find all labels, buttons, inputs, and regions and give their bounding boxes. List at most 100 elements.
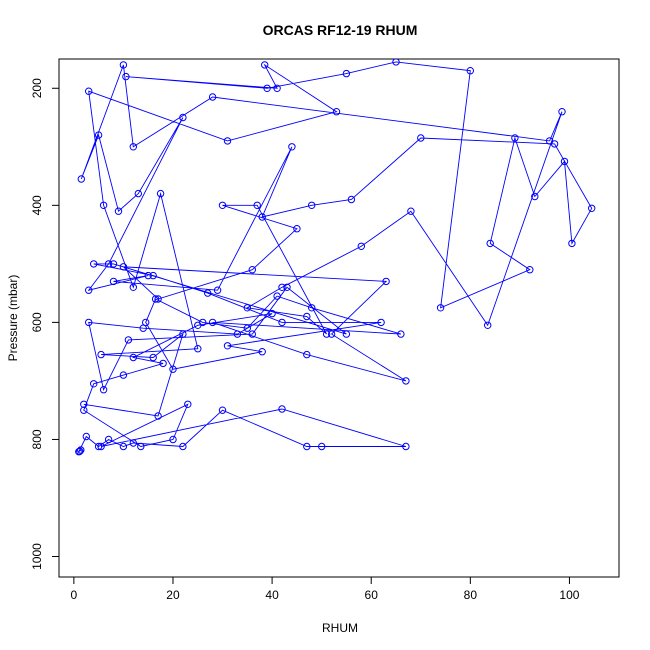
y-tick-label: 1000 [30, 543, 44, 570]
data-point [85, 87, 93, 95]
data-point [179, 330, 187, 338]
data-point [169, 435, 177, 444]
data-point [402, 442, 410, 451]
series-line [78, 61, 593, 453]
data-point [526, 266, 534, 274]
data-point [119, 371, 128, 379]
data-point [99, 386, 108, 394]
data-point [273, 292, 281, 300]
y-axis: 200 400 600 800 1000 [30, 78, 60, 570]
data-point [357, 242, 365, 251]
data-point [318, 442, 326, 451]
series-layer [75, 59, 596, 456]
data-point [208, 93, 217, 101]
x-tick-label: 60 [365, 588, 379, 602]
data-point [436, 304, 445, 312]
data-point [243, 304, 252, 312]
data-point [382, 277, 390, 286]
data-point [218, 406, 227, 414]
y-tick-label: 600 [30, 312, 44, 332]
y-tick-label: 200 [30, 78, 44, 98]
x-tick-label: 0 [71, 588, 78, 602]
data-point [278, 405, 286, 413]
data-point [114, 207, 123, 215]
data-point [208, 318, 217, 327]
data-point [184, 400, 192, 408]
data-point [77, 446, 85, 454]
data-point [484, 321, 492, 329]
data-point [94, 442, 103, 451]
data-point [258, 348, 266, 356]
data-point [75, 448, 83, 456]
data-point [550, 140, 559, 148]
data-point [342, 69, 351, 78]
data-point [156, 189, 165, 198]
x-axis: 0 20 40 60 80 100 [71, 576, 580, 602]
data-point [122, 72, 130, 81]
data-point [179, 442, 187, 451]
data-point [558, 108, 566, 116]
data-point [218, 201, 227, 210]
data-point [278, 283, 286, 291]
data-point [82, 432, 91, 441]
data-point [283, 283, 291, 291]
data-point [308, 304, 316, 312]
data-point [243, 324, 252, 332]
data-point [397, 330, 405, 338]
x-tick-label: 20 [166, 588, 180, 602]
data-point [154, 295, 162, 303]
data-point [347, 195, 356, 204]
x-tick-label: 40 [265, 588, 279, 602]
data-point [129, 283, 138, 291]
data-point [261, 61, 269, 69]
x-axis-title: RHUM [322, 621, 358, 635]
data-point [417, 134, 425, 142]
data-point [308, 201, 316, 210]
data-point [223, 137, 232, 145]
data-point [97, 442, 105, 451]
data-point [332, 108, 341, 116]
data-point [80, 400, 88, 408]
data-point [278, 318, 286, 327]
data-point [268, 309, 276, 318]
data-point [342, 330, 351, 338]
data-point [213, 286, 222, 294]
data-point [531, 192, 539, 201]
data-point [402, 377, 410, 385]
data-point [151, 295, 160, 303]
data-point [303, 442, 311, 451]
data-point [129, 143, 138, 151]
data-point [322, 330, 331, 338]
data-point [511, 134, 519, 142]
data-point [407, 207, 415, 215]
data-point [253, 201, 261, 210]
chart-title: ORCAS RF12-19 RHUM [263, 22, 418, 38]
data-point [199, 318, 207, 327]
y-tick-label: 800 [30, 429, 44, 449]
data-point [560, 157, 569, 166]
data-point [119, 61, 128, 69]
data-point [169, 365, 177, 373]
data-point [588, 204, 596, 213]
data-point [97, 350, 105, 359]
data-point [104, 260, 113, 268]
data-point [94, 131, 103, 139]
y-axis-title: Pressure (mbar) [6, 275, 20, 362]
data-point [109, 277, 118, 286]
x-tick-label: 80 [464, 588, 478, 602]
data-point [288, 143, 296, 151]
data-point [248, 266, 257, 274]
data-point [90, 380, 98, 388]
data-point [303, 312, 311, 321]
data-point [142, 318, 150, 327]
data-point [77, 175, 86, 183]
data-point [204, 289, 212, 297]
data-point [273, 84, 281, 93]
data-point [119, 442, 128, 451]
data-point [104, 435, 113, 444]
data-point [90, 260, 98, 268]
data-point [568, 239, 576, 248]
data-point [248, 330, 257, 338]
